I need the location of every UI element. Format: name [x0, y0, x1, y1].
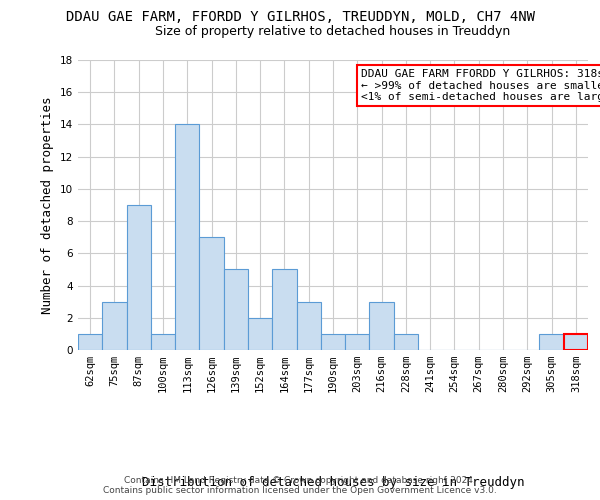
Bar: [102, 302, 127, 350]
Y-axis label: Number of detached properties: Number of detached properties: [41, 96, 55, 314]
Text: DDAU GAE FARM FFORDD Y GILRHOS: 318sqm
← >99% of detached houses are smaller (57: DDAU GAE FARM FFORDD Y GILRHOS: 318sqm ←…: [361, 68, 600, 102]
Bar: [345, 334, 370, 350]
Bar: [296, 302, 321, 350]
Bar: [248, 318, 272, 350]
Bar: [127, 205, 151, 350]
Text: Contains HM Land Registry data © Crown copyright and database right 2024.
Contai: Contains HM Land Registry data © Crown c…: [103, 476, 497, 495]
Bar: [151, 334, 175, 350]
Bar: [564, 334, 588, 350]
Bar: [175, 124, 199, 350]
Bar: [321, 334, 345, 350]
Bar: [199, 237, 224, 350]
X-axis label: Distribution of detached houses by size in Treuddyn: Distribution of detached houses by size …: [142, 476, 524, 488]
Bar: [224, 270, 248, 350]
Bar: [539, 334, 564, 350]
Text: DDAU GAE FARM, FFORDD Y GILRHOS, TREUDDYN, MOLD, CH7 4NW: DDAU GAE FARM, FFORDD Y GILRHOS, TREUDDY…: [65, 10, 535, 24]
Bar: [272, 270, 296, 350]
Title: Size of property relative to detached houses in Treuddyn: Size of property relative to detached ho…: [155, 25, 511, 38]
Bar: [78, 334, 102, 350]
Bar: [394, 334, 418, 350]
Bar: [370, 302, 394, 350]
